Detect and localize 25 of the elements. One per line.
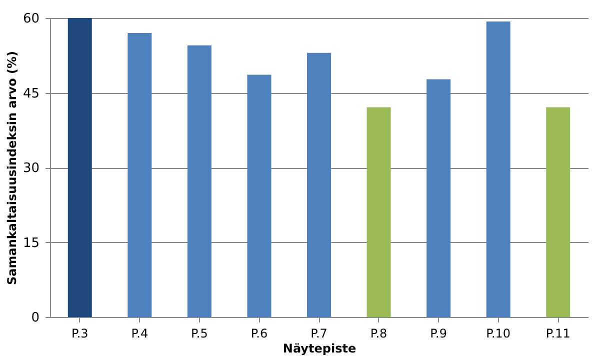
bar — [546, 107, 570, 317]
y-tick-label: 60 — [22, 12, 40, 26]
bar — [128, 32, 152, 317]
x-tick-label: P.3 — [71, 326, 88, 340]
x-tick-label: P.10 — [486, 326, 511, 340]
x-tick-label: P.7 — [310, 326, 328, 340]
x-axis-title: Näytepiste — [282, 342, 356, 356]
y-tick-label: 15 — [22, 236, 40, 251]
bar — [187, 45, 212, 317]
y-tick-label: 0 — [31, 310, 40, 326]
x-tick-label: P.8 — [370, 326, 388, 340]
bar — [68, 18, 92, 317]
x-tick-label: P.9 — [430, 326, 447, 340]
x-tick-label: P.6 — [250, 326, 268, 340]
bar — [307, 52, 331, 317]
bar — [486, 21, 510, 317]
y-tick-label: 30 — [22, 161, 40, 176]
y-axis-title: Samankaltaisuusindeksin arvo (%) — [4, 51, 19, 285]
bar — [247, 74, 272, 317]
x-tick-label: P.4 — [131, 326, 148, 340]
bar — [426, 79, 451, 317]
x-tick-label: P.5 — [191, 326, 208, 340]
bar — [366, 107, 391, 317]
y-tick-label: 45 — [22, 86, 40, 102]
x-tick-label: P.11 — [546, 326, 570, 340]
